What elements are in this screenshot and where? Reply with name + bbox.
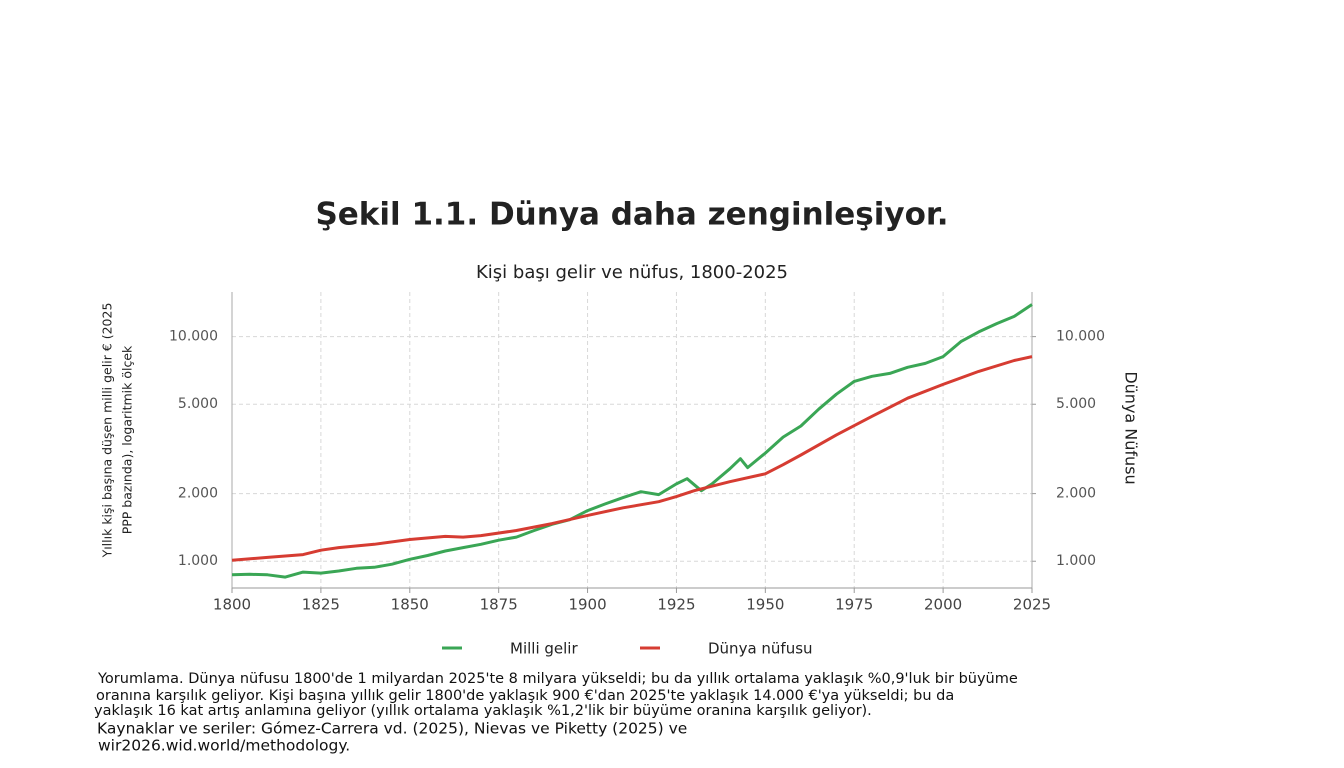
x-tick-label: 1875 xyxy=(480,596,518,614)
x-tick-label: 1900 xyxy=(568,596,606,614)
x-tick-label: 1925 xyxy=(657,596,695,614)
y-tick-label: 5.000 xyxy=(178,396,218,412)
note-line: yaklaşık 16 kat artış anlamına geliyor (… xyxy=(94,703,872,719)
y2-axis-label: Dünya Nüfusu xyxy=(1122,371,1141,484)
y2-tick-label: 5.000 xyxy=(1056,396,1096,412)
x-tick-label: 1975 xyxy=(835,596,873,614)
note-line: Yorumlama. Dünya nüfusu 1800'de 1 milyar… xyxy=(97,671,1018,687)
legend-label: Milli gelir xyxy=(510,640,578,658)
chart-subtitle: Kişi başı gelir ve nüfus, 1800-2025 xyxy=(476,262,788,283)
y-axis-label: PPP bazında), logaritmik ölçek xyxy=(120,345,135,534)
y-tick-label: 1.000 xyxy=(178,553,218,569)
y2-tick-label: 10.000 xyxy=(1056,329,1105,345)
series-line xyxy=(231,355,1033,562)
y2-tick-label: 1.000 xyxy=(1056,553,1096,569)
chart-title: Şekil 1.1. Dünya daha zenginleşiyor. xyxy=(315,197,948,233)
y-axis-label: Yıllık kişi başına düşen milli gelir € (… xyxy=(100,303,115,559)
y-tick-label: 2.000 xyxy=(178,486,218,502)
legend-label: Dünya nüfusu xyxy=(708,640,813,658)
x-tick-label: 1950 xyxy=(746,596,784,614)
x-tick-label: 1850 xyxy=(391,596,429,614)
x-tick-label: 1800 xyxy=(213,596,251,614)
note-line: wir2026.wid.world/methodology. xyxy=(98,737,350,755)
y2-tick-label: 2.000 xyxy=(1056,486,1096,502)
note-line: Kaynaklar ve seriler: Gómez-Carrera vd. … xyxy=(97,720,687,738)
series-line xyxy=(231,303,1033,579)
x-tick-label: 2025 xyxy=(1013,596,1051,614)
y-tick-label: 10.000 xyxy=(169,329,218,345)
x-tick-label: 2000 xyxy=(924,596,962,614)
note-line: oranına karşılık geliyor. Kişi başına yı… xyxy=(96,688,954,704)
x-tick-label: 1825 xyxy=(302,596,340,614)
